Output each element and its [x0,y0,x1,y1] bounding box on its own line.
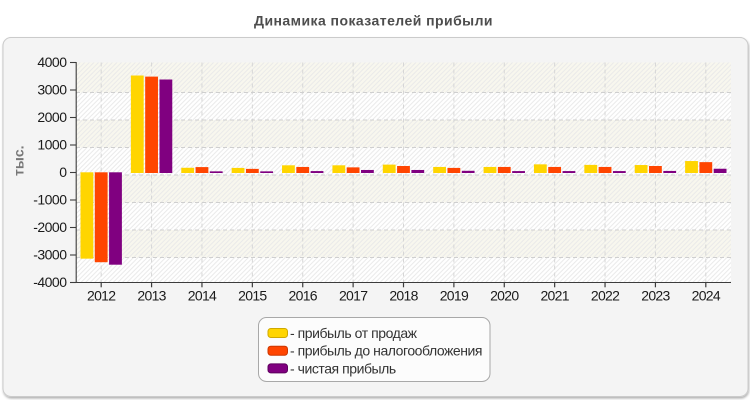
svg-text:2017: 2017 [339,288,368,304]
svg-text:2015: 2015 [238,288,267,304]
svg-text:2022: 2022 [591,288,620,304]
svg-text:1000: 1000 [37,137,67,153]
svg-text:2014: 2014 [188,288,217,304]
svg-text:- прибыль от продаж: - прибыль от продаж [290,325,418,341]
svg-text:2019: 2019 [440,288,469,304]
svg-text:Динамика показателей прибыли: Динамика показателей прибыли [254,13,493,29]
svg-text:-3000: -3000 [33,247,67,263]
svg-text:2012: 2012 [87,288,116,304]
svg-text:2016: 2016 [289,288,318,304]
svg-text:- прибыль до налогообложения: - прибыль до налогообложения [290,343,482,359]
svg-text:2020: 2020 [490,288,519,304]
svg-text:тыс.: тыс. [11,145,27,176]
svg-text:2013: 2013 [137,288,166,304]
svg-text:2023: 2023 [641,288,670,304]
svg-text:4000: 4000 [37,54,67,70]
svg-text:-4000: -4000 [33,274,67,290]
svg-text:0: 0 [59,164,67,180]
svg-text:2018: 2018 [389,288,418,304]
svg-text:2000: 2000 [37,109,67,125]
svg-text:-2000: -2000 [33,219,67,235]
svg-text:-1000: -1000 [33,192,67,208]
svg-text:3000: 3000 [37,82,67,98]
svg-text:2024: 2024 [692,288,721,304]
svg-text:2021: 2021 [540,288,569,304]
svg-text:- чистая прибыль: - чистая прибыль [290,360,396,376]
